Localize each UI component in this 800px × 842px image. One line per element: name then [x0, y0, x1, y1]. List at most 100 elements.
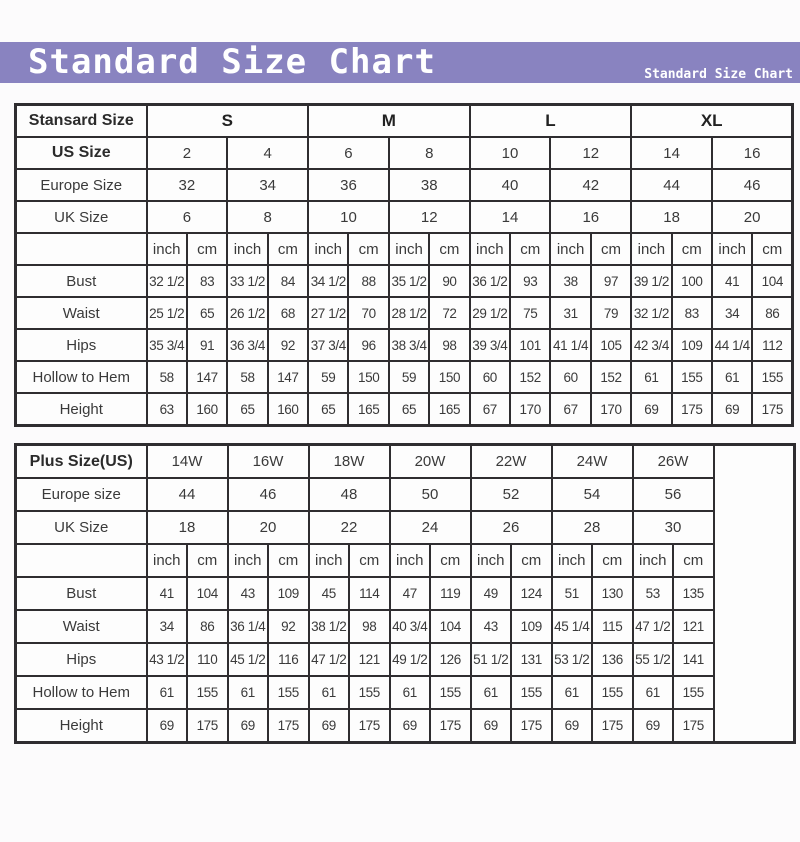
- table-cell: 18W: [307, 443, 391, 479]
- table-cell: 170: [589, 392, 633, 427]
- table-cell: 58: [226, 360, 269, 394]
- table-cell: inch: [550, 543, 593, 578]
- table-cell: S: [145, 103, 310, 138]
- table-cell: 175: [429, 708, 472, 744]
- table-cell: cm: [510, 543, 553, 578]
- table-cell: 32: [145, 168, 229, 202]
- row-label: Europe Size: [14, 168, 148, 202]
- table-cell: 10: [307, 200, 390, 234]
- table-cell: 126: [429, 642, 472, 677]
- table-cell: 100: [670, 264, 713, 298]
- table-cell: 61: [307, 675, 350, 710]
- table-cell: 104: [751, 264, 794, 298]
- table-cell: 69: [631, 708, 674, 744]
- table-cell: 43: [469, 609, 512, 644]
- table-cell: 84: [266, 264, 310, 298]
- row-label: Hips: [14, 328, 148, 362]
- table-cell: 4: [226, 136, 310, 170]
- table-cell: 61: [226, 675, 269, 710]
- table-cell: 55 1/2: [631, 642, 674, 677]
- table-cell: cm: [185, 232, 229, 266]
- row-label: UK Size: [14, 200, 148, 234]
- table-cell: 124: [510, 576, 553, 611]
- table-cell: 65: [185, 296, 229, 330]
- row-label: Stansard Size: [14, 103, 148, 138]
- row-label: Europe size: [14, 477, 148, 512]
- table-cell: 51: [550, 576, 593, 611]
- table-cell: 141: [672, 642, 715, 677]
- table-cell: inch: [469, 543, 512, 578]
- table-cell: 104: [186, 576, 229, 611]
- table-cell: M: [307, 103, 471, 138]
- table-cell: 115: [591, 609, 634, 644]
- table-cell: 27 1/2: [307, 296, 350, 330]
- table-cell: 175: [267, 708, 310, 744]
- table-cell: inch: [226, 232, 269, 266]
- table-cell: inch: [549, 232, 592, 266]
- table-cell: 69: [550, 708, 593, 744]
- row-label: Hips: [14, 642, 148, 677]
- table-cell: 59: [307, 360, 350, 394]
- table-cell: 155: [751, 360, 794, 394]
- table-cell: 91: [185, 328, 229, 362]
- table-cell: 175: [751, 392, 794, 427]
- table-cell: 83: [185, 264, 229, 298]
- table-cell: 6: [307, 136, 390, 170]
- table-cell: 116: [267, 642, 310, 677]
- table-cell: 28: [550, 510, 634, 545]
- table-cell: 46: [710, 168, 794, 202]
- table-cell: 135: [672, 576, 715, 611]
- table-cell: 60: [549, 360, 592, 394]
- table-cell: 79: [589, 296, 633, 330]
- table-cell: 175: [672, 708, 715, 744]
- table-row: Hips 43 1/2 110 45 1/2 116 47 1/2 121 49 1/2 126…: [14, 642, 795, 677]
- table-cell: 69: [469, 708, 512, 744]
- table-cell: 45 1/2: [226, 642, 269, 677]
- table-cell: 130: [591, 576, 634, 611]
- table-cell: 35 3/4: [145, 328, 188, 362]
- table-cell: 131: [510, 642, 553, 677]
- table-row: UK Size 6 8 10 12 14 16 18 20: [14, 200, 794, 234]
- table-cell: 155: [510, 675, 553, 710]
- table-cell: L: [468, 103, 633, 138]
- table-cell: 155: [672, 675, 715, 710]
- table-cell: 48: [307, 477, 391, 512]
- table-cell: 44: [630, 168, 713, 202]
- table-cell: 31: [549, 296, 592, 330]
- table-cell: 44 1/4: [710, 328, 754, 362]
- row-label: Waist: [14, 296, 148, 330]
- table-row: Europe Size 32 34 36 38 40 42 44 46: [14, 168, 794, 202]
- table-cell: 121: [348, 642, 391, 677]
- table-cell: 170: [509, 392, 552, 427]
- table-cell: cm: [267, 543, 310, 578]
- table-row: US Size 2 4 6 8 10 12 14 16: [14, 136, 794, 170]
- table-cell: 53 1/2: [550, 642, 593, 677]
- table-cell: 40 3/4: [388, 609, 431, 644]
- table-cell: 109: [267, 576, 310, 611]
- table-cell: 38: [549, 264, 592, 298]
- row-label: UK Size: [14, 510, 148, 545]
- table-row: Europe size 44 46 48 50 52 54 56: [14, 477, 795, 512]
- table-cell: 43 1/2: [145, 642, 188, 677]
- table-cell: 25 1/2: [145, 296, 188, 330]
- table-cell: 36 1/4: [226, 609, 269, 644]
- table-cell: 92: [266, 328, 310, 362]
- table-cell: 14: [468, 200, 552, 234]
- page-title: Standard Size Chart: [28, 41, 436, 82]
- table-cell: 110: [186, 642, 229, 677]
- table-cell: 16W: [226, 443, 310, 479]
- title-banner: Standard Size Chart Standard Size Chart: [0, 42, 800, 83]
- table-cell: 39 1/2: [630, 264, 673, 298]
- table-cell: cm: [347, 232, 390, 266]
- table-row: Hollow to Hem 58 147 58 147 59 150 59 150 60 152 60…: [14, 360, 794, 394]
- standard-size-table: Stansard Size S M L XL US Size 2 4 6 8 10 12 14 16 Eur…: [14, 103, 795, 427]
- table-cell: cm: [348, 543, 391, 578]
- table-cell: 47 1/2: [631, 609, 674, 644]
- table-cell: inch: [387, 232, 431, 266]
- table-cell: 24: [388, 510, 472, 545]
- table-cell: 24W: [550, 443, 634, 479]
- table-cell: 18: [145, 510, 229, 545]
- row-label: [14, 232, 148, 266]
- table-cell: 49: [469, 576, 512, 611]
- table-cell: cm: [670, 232, 713, 266]
